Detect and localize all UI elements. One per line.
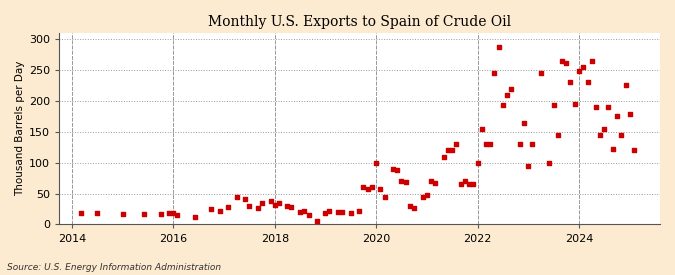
Point xyxy=(295,210,306,214)
Point xyxy=(172,213,183,218)
Point xyxy=(244,204,254,208)
Point xyxy=(75,211,86,216)
Point xyxy=(460,179,470,183)
Y-axis label: Thousand Barrels per Day: Thousand Barrels per Day xyxy=(15,61,25,196)
Point xyxy=(608,147,618,151)
Point xyxy=(476,126,487,131)
Point xyxy=(574,69,585,73)
Point xyxy=(286,205,297,209)
Point xyxy=(417,194,428,199)
Point xyxy=(620,83,631,88)
Point xyxy=(519,120,530,125)
Point xyxy=(535,71,546,75)
Point xyxy=(493,45,504,49)
Point xyxy=(379,194,390,199)
Point xyxy=(409,206,420,210)
Point xyxy=(269,202,280,207)
Point xyxy=(367,185,377,189)
Point xyxy=(578,65,589,69)
Point xyxy=(425,179,436,183)
Point xyxy=(375,187,385,191)
Point xyxy=(527,142,538,146)
Point xyxy=(565,80,576,85)
Point xyxy=(346,211,356,216)
Point xyxy=(324,209,335,213)
Point xyxy=(481,142,491,146)
Point xyxy=(438,154,449,159)
Text: Source: U.S. Energy Information Administration: Source: U.S. Energy Information Administ… xyxy=(7,263,221,272)
Point xyxy=(430,181,441,185)
Point xyxy=(362,187,373,191)
Point xyxy=(514,142,525,146)
Point xyxy=(561,60,572,65)
Point xyxy=(590,105,601,109)
Point xyxy=(570,102,580,106)
Point xyxy=(586,59,597,63)
Point xyxy=(320,211,331,216)
Point xyxy=(506,86,517,91)
Point xyxy=(354,209,364,213)
Point xyxy=(612,114,622,119)
Point xyxy=(405,204,416,208)
Point xyxy=(595,133,605,137)
Point xyxy=(337,210,348,214)
Point xyxy=(282,204,293,208)
Point xyxy=(215,209,225,213)
Point xyxy=(489,71,500,75)
Point xyxy=(117,212,128,216)
Point xyxy=(552,133,563,137)
Point xyxy=(206,207,217,211)
Point xyxy=(189,215,200,219)
Point xyxy=(502,92,512,97)
Point xyxy=(599,126,610,131)
Point xyxy=(232,195,242,199)
Point xyxy=(472,161,483,165)
Point xyxy=(485,142,495,146)
Point xyxy=(387,167,398,171)
Point xyxy=(464,182,475,186)
Point xyxy=(544,161,555,165)
Point xyxy=(447,148,458,153)
Point xyxy=(223,205,234,209)
Point xyxy=(628,147,639,152)
Point xyxy=(240,196,250,201)
Point xyxy=(92,211,103,216)
Point xyxy=(582,80,593,85)
Point xyxy=(468,182,479,186)
Point xyxy=(421,193,432,198)
Point xyxy=(451,142,462,146)
Point xyxy=(155,212,166,216)
Point xyxy=(333,210,344,214)
Point xyxy=(603,105,614,109)
Point xyxy=(392,168,403,172)
Point xyxy=(400,180,411,185)
Point xyxy=(624,112,635,116)
Point xyxy=(303,213,314,218)
Point xyxy=(164,211,175,216)
Point xyxy=(273,201,284,205)
Point xyxy=(252,206,263,210)
Point xyxy=(311,219,322,223)
Point xyxy=(396,179,407,183)
Point xyxy=(371,161,381,165)
Point xyxy=(138,212,149,216)
Point xyxy=(168,211,179,215)
Point xyxy=(616,133,626,137)
Point xyxy=(256,201,267,205)
Point xyxy=(443,148,454,153)
Point xyxy=(548,103,559,108)
Point xyxy=(358,185,369,189)
Point xyxy=(557,59,568,63)
Point xyxy=(265,199,276,203)
Point xyxy=(523,164,534,168)
Point xyxy=(497,103,508,108)
Title: Monthly U.S. Exports to Spain of Crude Oil: Monthly U.S. Exports to Spain of Crude O… xyxy=(208,15,511,29)
Point xyxy=(299,209,310,213)
Point xyxy=(456,182,466,186)
